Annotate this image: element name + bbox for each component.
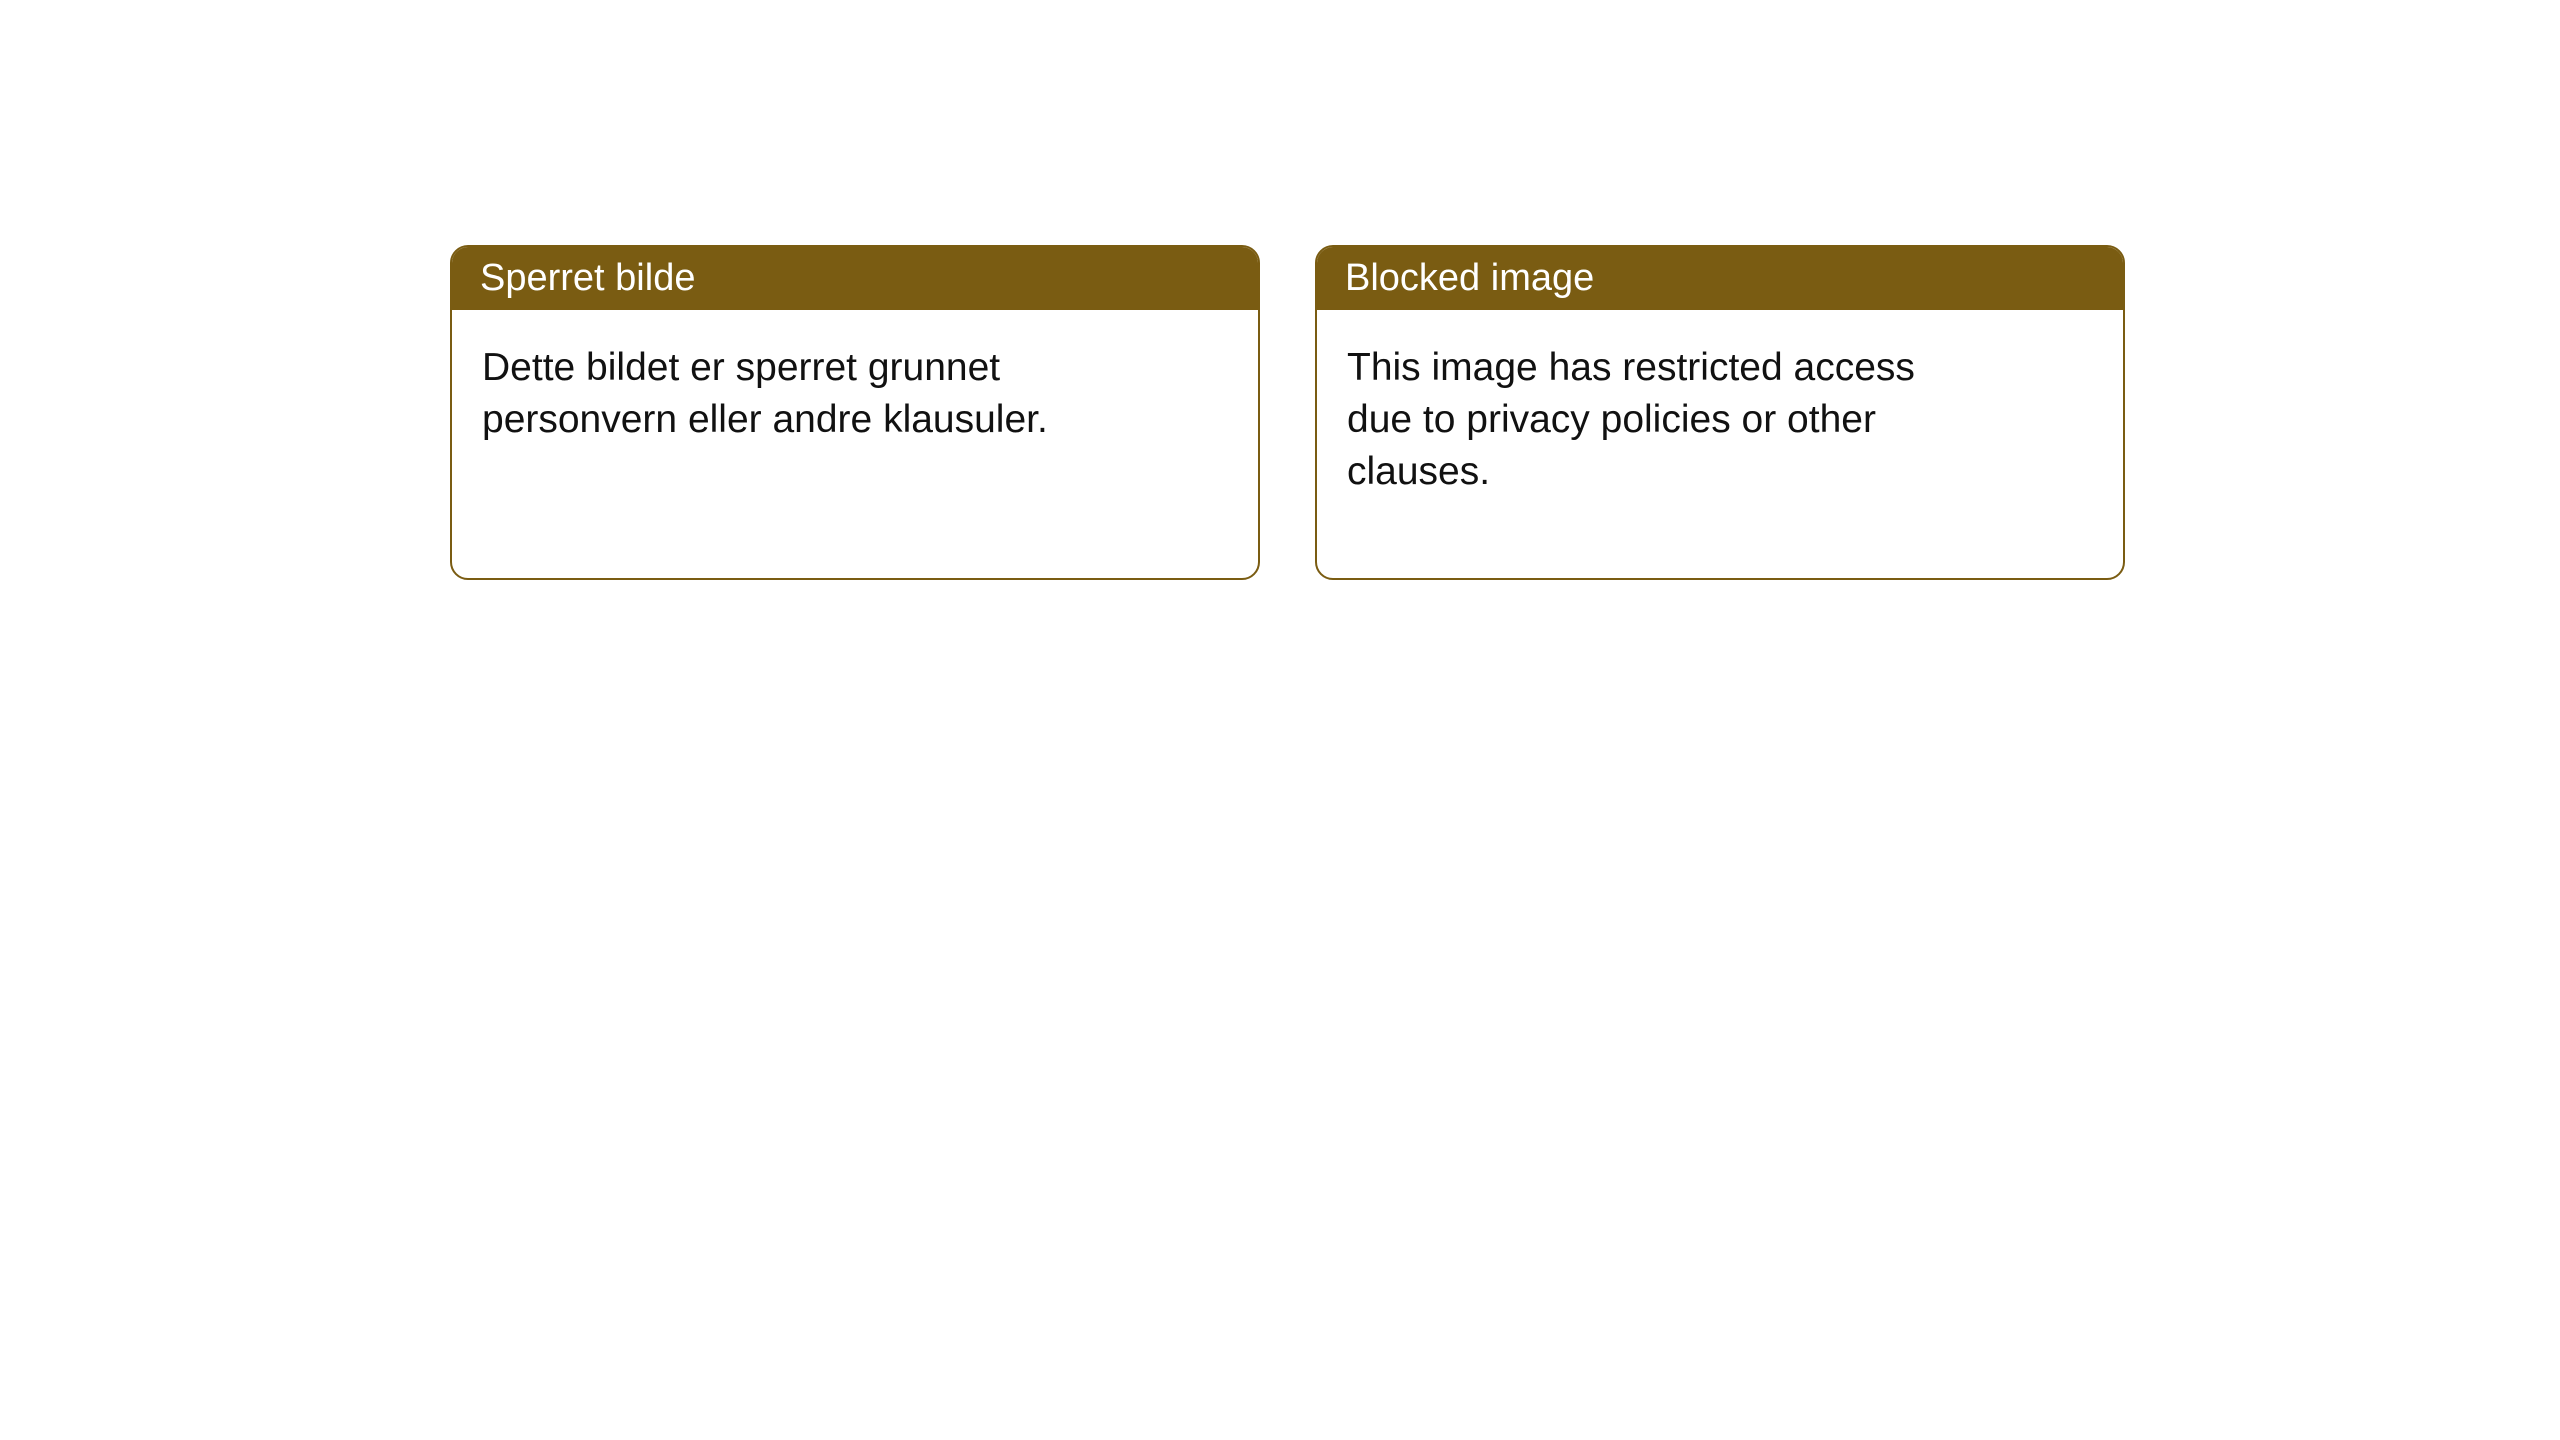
notice-header: Sperret bilde — [452, 247, 1258, 310]
notice-body-text: Dette bildet er sperret grunnet personve… — [482, 346, 1048, 441]
notice-title: Sperret bilde — [480, 257, 695, 299]
notice-card-norwegian: Sperret bilde Dette bildet er sperret gr… — [450, 245, 1260, 580]
notice-container: Sperret bilde Dette bildet er sperret gr… — [0, 0, 2560, 580]
notice-body: This image has restricted access due to … — [1317, 310, 2017, 530]
notice-body-text: This image has restricted access due to … — [1347, 346, 1915, 493]
notice-card-english: Blocked image This image has restricted … — [1315, 245, 2125, 580]
notice-header: Blocked image — [1317, 247, 2123, 310]
notice-body: Dette bildet er sperret grunnet personve… — [452, 310, 1152, 478]
notice-title: Blocked image — [1345, 257, 1594, 299]
